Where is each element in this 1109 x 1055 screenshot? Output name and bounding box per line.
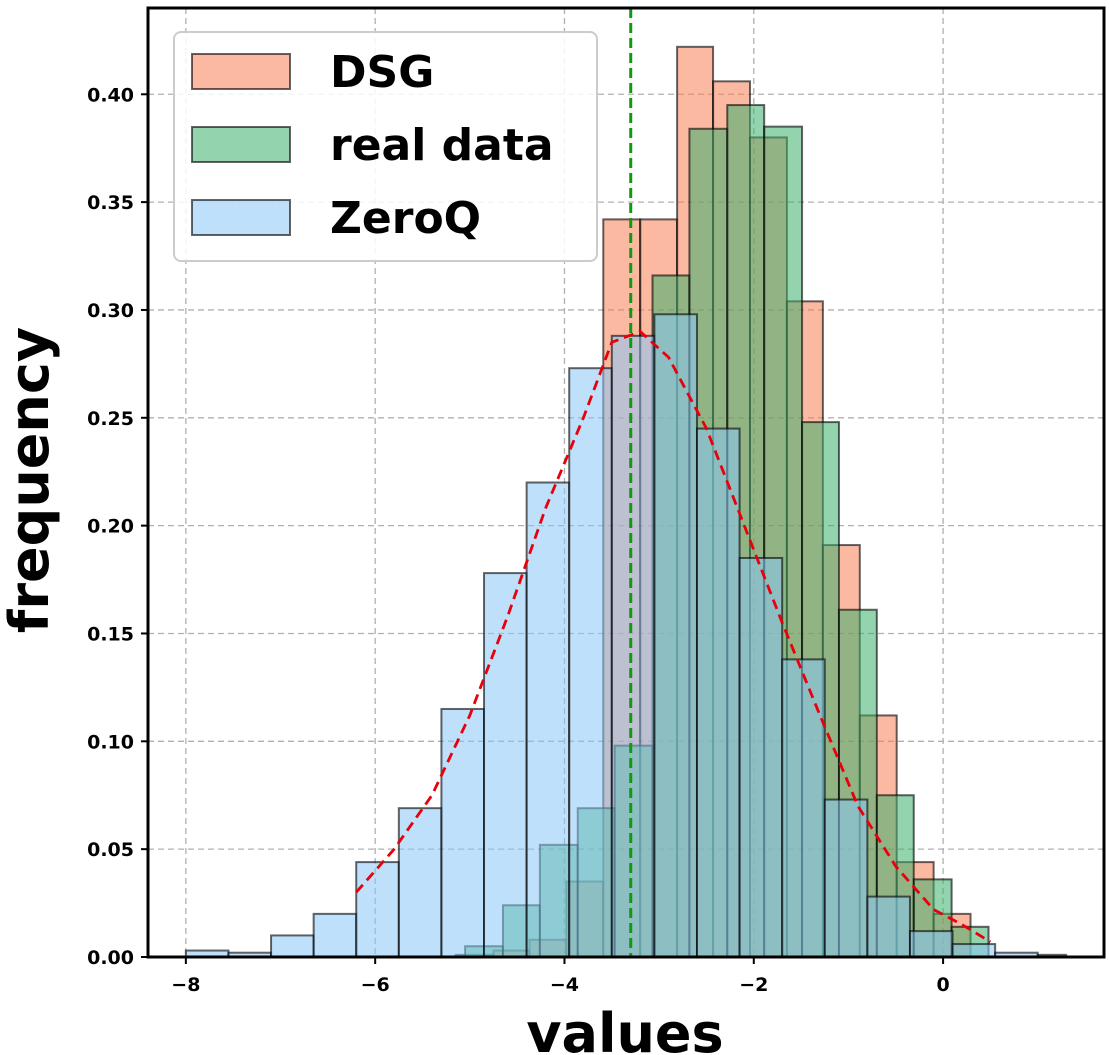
histogram-bar: [525, 481, 571, 958]
axis-ticks: −8 −6 −4 −2 0 0.00 0.05 0.10 0.15 0.20 0.25 0.30 0.3…: [87, 84, 950, 996]
y-tick-label: 0.10: [87, 731, 134, 753]
y-tick-label: 0.15: [87, 623, 134, 645]
histogram-bar: [866, 895, 911, 958]
overlays: [355, 8, 992, 957]
x-tick-label: −6: [361, 974, 390, 996]
histogram-bar: [568, 367, 613, 958]
x-tick-label: −2: [739, 974, 768, 996]
x-axis-label: values: [526, 1002, 723, 1055]
histogram-bar: [695, 427, 741, 959]
histogram-bar: [397, 807, 443, 959]
histogram-bar: [823, 798, 869, 958]
y-tick-label: 0.35: [87, 192, 134, 214]
histogram-bar: [483, 572, 528, 958]
histogram-bar: [312, 912, 358, 959]
y-tick-label: 0.25: [87, 408, 134, 430]
histogram-bar: [908, 930, 954, 958]
legend-label: real data: [330, 120, 554, 171]
y-tick-label: 0.40: [87, 84, 134, 106]
histogram-bar: [610, 334, 656, 958]
legend-label: ZeroQ: [330, 193, 481, 244]
histogram-bar: [738, 556, 784, 958]
histogram-bar: [781, 658, 826, 958]
y-axis-label: frequency: [0, 327, 61, 633]
histogram-bar: [270, 934, 315, 959]
legend-label: DSG: [330, 47, 434, 98]
x-tick-label: −4: [550, 974, 579, 996]
histogram-bar: [653, 313, 698, 958]
y-tick-label: 0.00: [87, 947, 134, 969]
legend-swatch: [191, 126, 291, 163]
x-tick-label: 0: [936, 974, 949, 996]
histogram-bar: [951, 943, 997, 958]
legend-swatch: [191, 199, 291, 236]
x-tick-label: −8: [171, 974, 200, 996]
series-zeroq: [184, 313, 1068, 959]
histogram-bar: [355, 861, 400, 958]
legend-swatch: [191, 53, 291, 90]
y-tick-label: 0.30: [87, 300, 134, 322]
y-tick-label: 0.20: [87, 516, 134, 538]
plot-area-frame: [146, 6, 1106, 959]
fitted-curve: [355, 329, 992, 944]
legend: DSG real data ZeroQ: [173, 31, 598, 262]
histogram-bar: [440, 707, 486, 958]
y-tick-label: 0.05: [87, 839, 134, 861]
